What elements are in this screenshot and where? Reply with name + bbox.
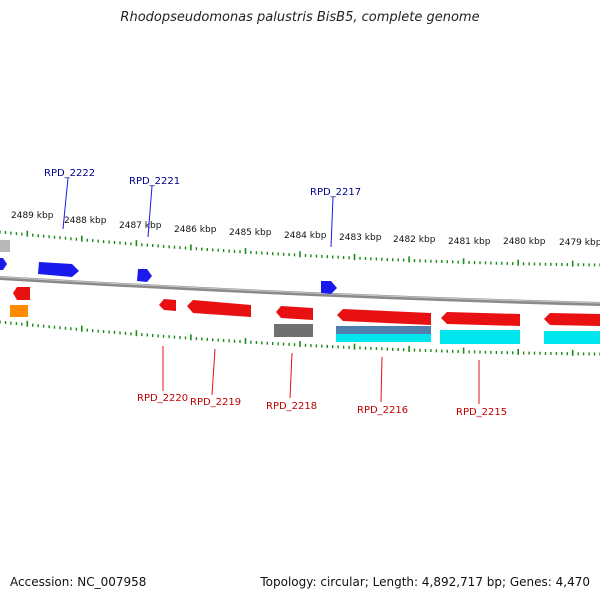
leader-line bbox=[62, 177, 69, 230]
gene-rpd-2216-arrow[interactable] bbox=[337, 309, 431, 325]
map-title: Rhodopseudomonas palustris BisB5, comple… bbox=[120, 10, 480, 25]
gene-label-rpd-2218[interactable]: RPD_2218 bbox=[266, 401, 317, 412]
gene-label-rpd-2220[interactable]: RPD_2220 bbox=[137, 393, 188, 404]
gene-rpd-2216-steel[interactable] bbox=[336, 326, 431, 334]
scale-label: 2483 kbp bbox=[339, 233, 382, 243]
gene-rpd-2220-arrow[interactable] bbox=[159, 299, 176, 311]
gene-rpd-2221-arrow[interactable] bbox=[137, 269, 152, 282]
scale-label: 2480 kbp bbox=[503, 237, 546, 247]
gene-gray-block[interactable] bbox=[0, 240, 10, 252]
scale-labels: 2489 kbp 2488 kbp 2487 kbp 2486 kbp 2485… bbox=[11, 211, 600, 248]
scale-label: 2488 kbp bbox=[64, 216, 107, 226]
accession-text: Accession: NC_007958 bbox=[10, 575, 147, 589]
scale-label: 2482 kbp bbox=[393, 235, 436, 245]
gene-rpd-2218-arrow[interactable] bbox=[276, 306, 313, 320]
gene-rpd-2215-cyan[interactable] bbox=[440, 330, 520, 344]
scale-label: 2487 kbp bbox=[119, 221, 162, 231]
gene-label-rpd-2221[interactable]: RPD_2221 bbox=[129, 176, 180, 187]
gene-right-cyan[interactable] bbox=[544, 331, 600, 344]
gene-label-rpd-2215[interactable]: RPD_2215 bbox=[456, 407, 507, 418]
leader-line bbox=[211, 348, 216, 396]
leader-line bbox=[380, 356, 383, 403]
genome-backbone-highlight bbox=[0, 276, 600, 304]
leader-line bbox=[330, 196, 334, 248]
gene-label-rpd-2219[interactable]: RPD_2219 bbox=[190, 397, 241, 408]
leader-line bbox=[289, 352, 293, 399]
gene-rpd-2218-gray[interactable] bbox=[274, 324, 313, 337]
scale-label: 2489 kbp bbox=[11, 211, 54, 221]
scale-label: 2484 kbp bbox=[284, 231, 327, 241]
gene-orange-block[interactable] bbox=[10, 305, 28, 317]
gene-rpd-2217-arrow[interactable] bbox=[321, 281, 337, 294]
forward-gene-labels: RPD_2222 RPD_2221 RPD_2217 bbox=[44, 168, 361, 248]
gene-rpd-2216-cyan[interactable] bbox=[336, 334, 431, 342]
scale-label: 2486 kbp bbox=[174, 225, 217, 235]
gene-rpd-2219-arrow[interactable] bbox=[187, 300, 251, 317]
gene-right-arrow[interactable] bbox=[544, 313, 600, 326]
inner-tick-ring bbox=[0, 320, 600, 356]
gene-rpd-2222-arrow[interactable] bbox=[38, 262, 79, 277]
gene-label-rpd-2216[interactable]: RPD_2216 bbox=[357, 405, 408, 416]
gene-rpd-2215-arrow[interactable] bbox=[441, 312, 520, 326]
scale-label: 2479 kbp bbox=[559, 238, 600, 248]
genome-backbone bbox=[0, 276, 600, 306]
gene-label-rpd-2222[interactable]: RPD_2222 bbox=[44, 168, 95, 179]
scale-label: 2485 kbp bbox=[229, 228, 272, 238]
reverse-strand-genes bbox=[10, 287, 600, 344]
forward-strand-genes bbox=[0, 240, 337, 294]
gene-reverse-small[interactable] bbox=[13, 287, 30, 300]
scale-label: 2481 kbp bbox=[448, 237, 491, 247]
reverse-gene-labels: RPD_2220 RPD_2219 RPD_2218 RPD_2216 RPD_… bbox=[137, 346, 507, 418]
leader-line bbox=[147, 185, 153, 238]
gene-label-rpd-2217[interactable]: RPD_2217 bbox=[310, 187, 361, 198]
outer-tick-ring bbox=[0, 230, 600, 267]
topology-text: Topology: circular; Length: 4,892,717 bp… bbox=[260, 575, 590, 589]
gene-arrow-forward[interactable] bbox=[0, 258, 7, 270]
